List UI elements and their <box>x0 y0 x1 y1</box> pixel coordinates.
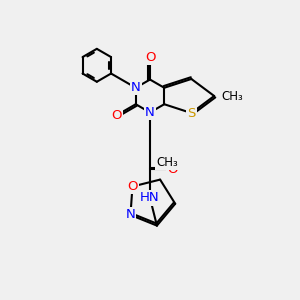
Text: S: S <box>187 106 196 119</box>
Text: N: N <box>131 81 141 94</box>
Text: HN: HN <box>140 191 160 205</box>
Text: N: N <box>145 106 155 119</box>
Text: O: O <box>167 163 178 176</box>
Text: N: N <box>126 208 135 221</box>
Text: O: O <box>127 180 138 193</box>
Text: O: O <box>111 109 122 122</box>
Text: CH₃: CH₃ <box>156 156 178 170</box>
Text: O: O <box>145 51 155 64</box>
Text: CH₃: CH₃ <box>221 89 243 103</box>
